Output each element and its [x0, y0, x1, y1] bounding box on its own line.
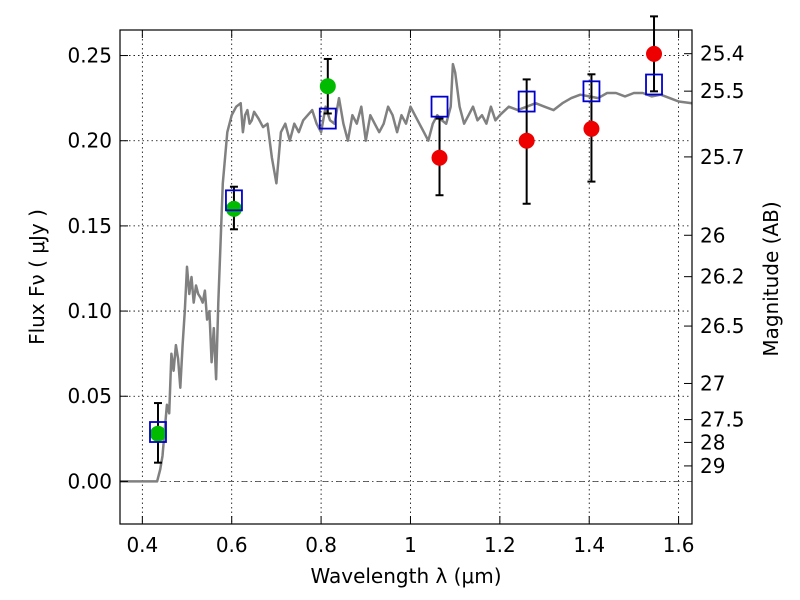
right-axis-label: Magnitude (AB) [759, 201, 783, 356]
y-tick-label: 0.05 [67, 384, 112, 408]
magnitude-tick-label: 29 [700, 454, 725, 478]
y-axis-label: Flux Fν ( μJy ) [25, 209, 49, 345]
ticks: 0.4 0.6 0.8 1 1.2 1.4 1.6 0.00 0.05 0.10 0.15 0.20 0… [67, 30, 745, 557]
x-tick-label: 0.8 [305, 533, 337, 557]
detection-point [319, 78, 336, 95]
model-photometry-square [517, 90, 536, 113]
model-photometry-square [149, 421, 167, 443]
magnitude-tick-label: 27.5 [700, 408, 745, 432]
magnitude-tick-label: 26.2 [700, 265, 745, 289]
x-tick-label: 1 [404, 533, 417, 557]
series [120, 15, 693, 483]
x-axis-label: Wavelength λ (μm) [310, 564, 501, 588]
x-tick-label: 0.4 [126, 533, 158, 557]
magnitude-tick-label: 27 [700, 371, 725, 395]
y-tick-label: 0.15 [67, 214, 112, 238]
detection-point [149, 425, 166, 442]
model-photometry-square [582, 80, 601, 103]
magnitude-tick-label: 26.5 [700, 314, 745, 338]
upper-limit-point [431, 149, 448, 166]
upper-limit-point [518, 132, 535, 149]
detection-point [225, 200, 242, 217]
x-tick-label: 1.4 [573, 533, 605, 557]
magnitude-tick-label: 26 [700, 223, 725, 247]
y-tick-label: 0.20 [67, 129, 112, 153]
x-tick-label: 1.6 [663, 533, 695, 557]
sed-model-line [120, 62, 693, 483]
model-photometry-square [318, 107, 337, 130]
magnitude-tick-label: 28 [700, 430, 725, 454]
x-tick-label: 0.6 [216, 533, 248, 557]
upper-limit-point [583, 120, 600, 137]
y-tick-label: 0.25 [67, 44, 112, 68]
plot-frame [119, 29, 693, 525]
upper-limit-point [646, 45, 663, 62]
y-tick-label: 0.10 [67, 299, 112, 323]
x-tick-label: 1.2 [484, 533, 516, 557]
model-photometry-square [225, 189, 243, 212]
magnitude-tick-label: 25.5 [700, 79, 745, 103]
model-photometry-square [645, 73, 663, 96]
magnitude-tick-label: 25.4 [700, 42, 745, 66]
y-tick-label: 0.00 [67, 469, 112, 493]
magnitude-tick-label: 25.7 [700, 145, 745, 169]
model-photometry-square [430, 95, 449, 118]
